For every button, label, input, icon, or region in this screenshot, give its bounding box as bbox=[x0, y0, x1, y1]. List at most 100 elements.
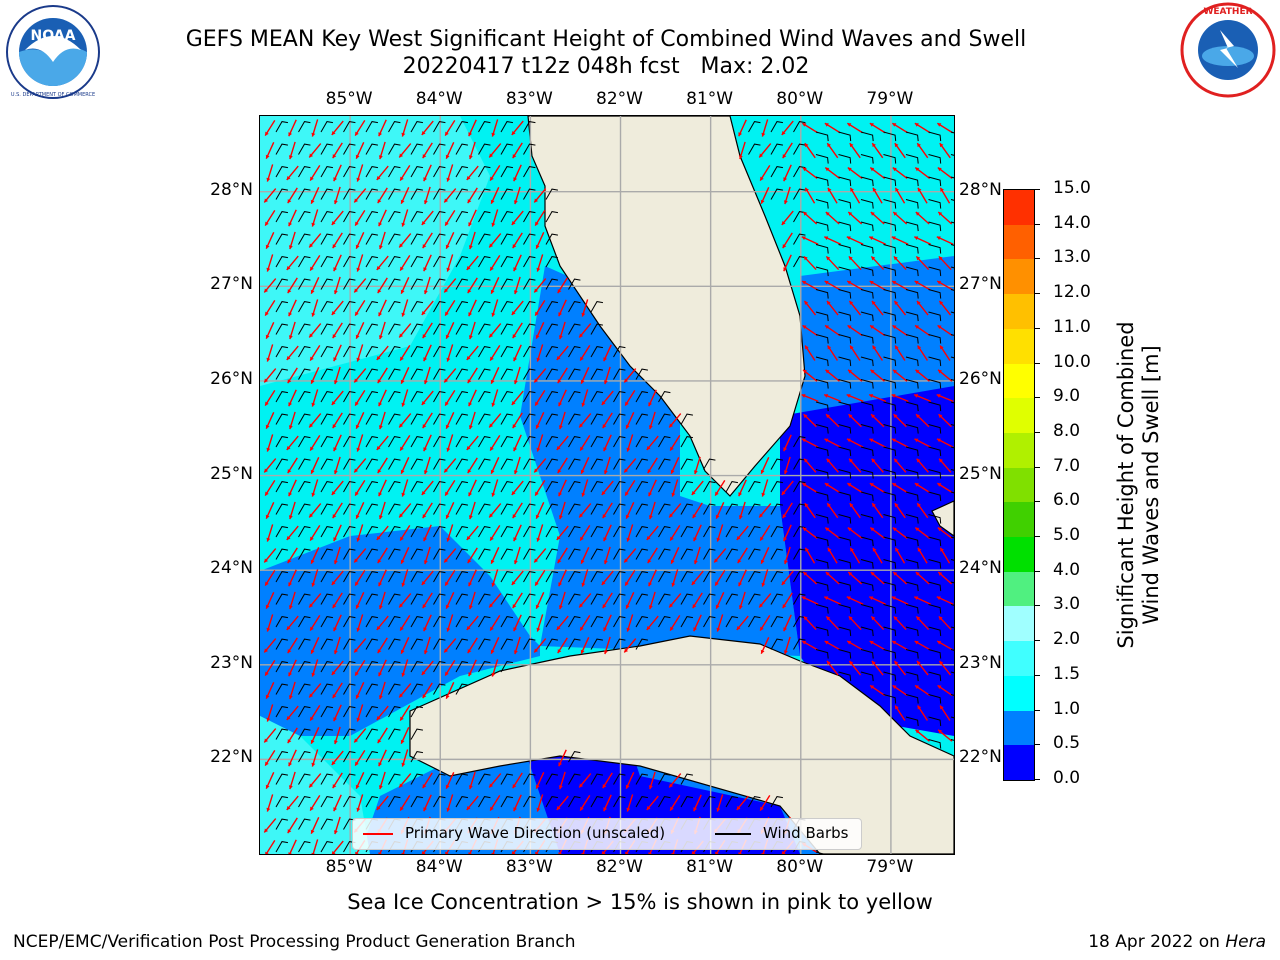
wind-barb bbox=[320, 188, 334, 200]
wave-arrow-head bbox=[871, 414, 875, 419]
wave-arrow-head bbox=[422, 244, 427, 249]
wave-arrow-head bbox=[288, 582, 293, 587]
wave-arrow-head bbox=[917, 143, 921, 148]
wind-barb bbox=[343, 368, 356, 380]
wave-arrow-head bbox=[915, 571, 920, 576]
lat-label-left: 27°N bbox=[210, 274, 253, 295]
wave-arrow-head bbox=[511, 490, 516, 495]
wave-arrow-head bbox=[400, 266, 404, 271]
wave-arrow-head bbox=[332, 424, 337, 429]
wave-arrow-head bbox=[333, 357, 338, 362]
wave-arrow-head bbox=[827, 143, 831, 148]
wind-barb bbox=[883, 446, 897, 457]
wind-barb bbox=[815, 604, 829, 614]
wave-arrow-head bbox=[804, 503, 809, 508]
colorbar-label-line2: Wind Waves and Swell [m] bbox=[1139, 345, 1163, 625]
wave-arrow-head bbox=[512, 334, 517, 339]
wave-arrow-head bbox=[286, 265, 291, 270]
wave-arrow-head bbox=[535, 851, 539, 854]
wave-arrow-head bbox=[759, 603, 764, 608]
wind-barb bbox=[365, 638, 379, 650]
lat-label-right: 24°N bbox=[959, 558, 1002, 579]
wind-barb bbox=[860, 221, 874, 232]
wave-arrow-head bbox=[310, 266, 314, 271]
wind-barb bbox=[635, 481, 649, 493]
lat-label-right: 25°N bbox=[959, 463, 1002, 484]
wave-arrow-head bbox=[401, 492, 406, 497]
colorbar-tick-mark bbox=[1034, 466, 1040, 468]
wave-arrow-head bbox=[310, 559, 315, 564]
wind-barb bbox=[388, 391, 401, 403]
wind-barb bbox=[928, 379, 942, 389]
wave-arrow-head bbox=[871, 300, 876, 305]
wind-barb bbox=[388, 233, 401, 245]
wave-arrow-head bbox=[288, 762, 293, 767]
wave-arrow-head bbox=[378, 425, 383, 430]
wave-arrow-head bbox=[648, 785, 653, 790]
wind-barb bbox=[545, 346, 559, 358]
wind-barb bbox=[793, 481, 806, 493]
wind-barb bbox=[298, 548, 311, 560]
wave-arrow-head bbox=[422, 784, 427, 789]
wave-arrow-head bbox=[400, 379, 405, 384]
wind-barb bbox=[298, 481, 311, 493]
wave-arrow-head bbox=[870, 369, 875, 374]
wave-arrow-head bbox=[782, 604, 787, 609]
wind-barb bbox=[478, 661, 491, 673]
wind-barb bbox=[883, 604, 897, 614]
wind-barb bbox=[815, 154, 829, 164]
colorbar-segment bbox=[1004, 398, 1034, 433]
wind-barb bbox=[613, 796, 626, 808]
wave-arrow-head bbox=[468, 335, 473, 340]
wind-barb bbox=[613, 526, 626, 538]
wave-arrow-head bbox=[871, 660, 876, 665]
wave-arrow-head bbox=[558, 425, 563, 430]
wave-arrow-head bbox=[331, 490, 336, 495]
wind-barb bbox=[613, 458, 626, 470]
wave-arrow-head bbox=[513, 537, 518, 542]
wave-arrow-head bbox=[399, 423, 404, 428]
wave-arrow-head bbox=[847, 527, 852, 532]
wind-barb bbox=[680, 481, 694, 493]
wave-arrow-head bbox=[892, 167, 897, 172]
wave-arrow-head bbox=[936, 236, 941, 241]
wave-arrow-head bbox=[310, 626, 314, 631]
wave-arrow-head bbox=[693, 807, 698, 812]
wind-barb bbox=[523, 188, 536, 200]
wave-arrow-head bbox=[916, 300, 921, 305]
wave-arrow-head bbox=[490, 626, 494, 631]
barb-legend-swatch bbox=[715, 833, 751, 835]
wave-arrow-head bbox=[400, 626, 404, 631]
wave-arrow-head bbox=[355, 514, 360, 519]
wind-barb bbox=[388, 593, 401, 605]
wave-arrow-head bbox=[939, 143, 944, 148]
wind-barb bbox=[613, 436, 626, 448]
wind-barb bbox=[545, 436, 559, 448]
wind-barb bbox=[860, 379, 874, 389]
wave-arrow-head bbox=[355, 761, 359, 766]
wind-barb bbox=[748, 796, 761, 808]
wind-barb bbox=[703, 458, 716, 470]
wave-arrow-head bbox=[490, 266, 494, 271]
wave-arrow-head bbox=[804, 143, 809, 148]
colorbar-tick-mark bbox=[1034, 293, 1040, 295]
wave-arrow-head bbox=[534, 468, 539, 473]
colorbar-tick-label: 4.0 bbox=[1053, 559, 1081, 580]
wind-barb bbox=[680, 503, 694, 515]
wave-arrow-head bbox=[535, 784, 540, 789]
wind-barb bbox=[635, 773, 649, 785]
wind-barb bbox=[388, 458, 401, 470]
wave-arrow-head bbox=[490, 536, 494, 541]
wave-arrow-head bbox=[444, 558, 449, 563]
wind-barb bbox=[320, 751, 334, 763]
wind-barb bbox=[703, 503, 716, 515]
wind-barb bbox=[905, 446, 919, 457]
wind-barb bbox=[568, 638, 581, 650]
wave-arrow-head bbox=[466, 175, 471, 180]
wave-arrow-head bbox=[376, 265, 381, 270]
wind-barb bbox=[455, 346, 469, 358]
wave-arrow-head bbox=[264, 378, 269, 383]
wave-arrow-head bbox=[265, 244, 270, 249]
wave-arrow-head bbox=[265, 221, 269, 226]
wind-barb bbox=[590, 346, 604, 358]
